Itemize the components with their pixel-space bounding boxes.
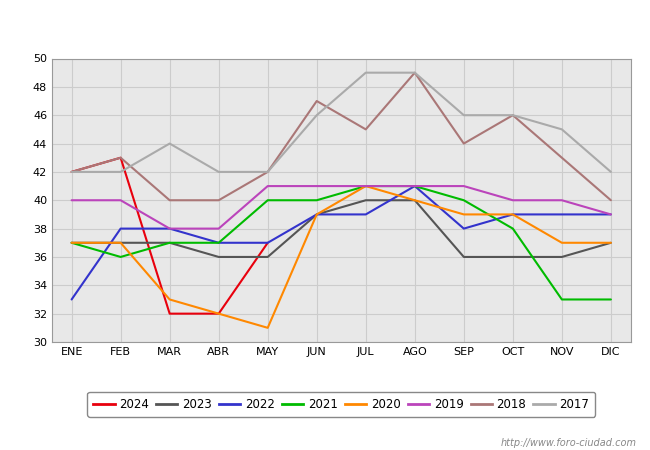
Text: http://www.foro-ciudad.com: http://www.foro-ciudad.com: [501, 438, 637, 448]
Text: Afiliados en Santa María del Monte de Cea a 31/5/2024: Afiliados en Santa María del Monte de Ce…: [114, 15, 536, 30]
Legend: 2024, 2023, 2022, 2021, 2020, 2019, 2018, 2017: 2024, 2023, 2022, 2021, 2020, 2019, 2018…: [87, 392, 595, 417]
